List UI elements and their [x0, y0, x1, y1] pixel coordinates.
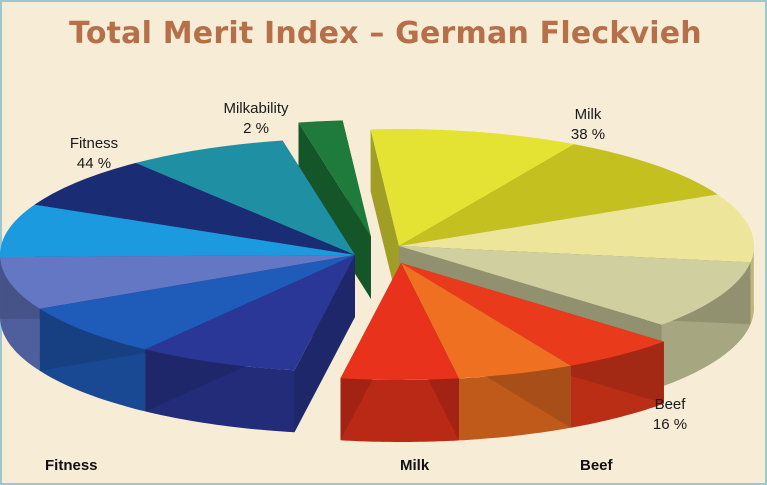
label-beef-value: 16 % — [652, 416, 688, 433]
pie-side-beef — [340, 378, 459, 442]
label-fitness-value: 44 % — [76, 155, 112, 172]
pie-top-fitness — [145, 255, 355, 371]
pie-top-milk — [399, 144, 718, 246]
label-milkability: Milkability 2 % — [206, 99, 306, 139]
pie-side-milk — [750, 242, 754, 325]
pie-top-beef — [401, 263, 664, 366]
pie-slice-fitness-11 — [145, 255, 355, 433]
bottom-label-fitness: Fitness — [45, 457, 98, 474]
label-milkability-name: Milkability — [223, 100, 289, 117]
pie-top-fitness — [135, 140, 355, 255]
label-milkability-value: 2 % — [243, 120, 269, 137]
pie-top-fitness — [39, 255, 356, 350]
label-milk-value: 38 % — [570, 126, 606, 143]
pie-top-milk — [370, 129, 575, 246]
bottom-label-milk: Milk — [400, 457, 430, 474]
pie-top-fitness — [0, 255, 355, 309]
pie-top-fitness — [0, 204, 355, 257]
pie-top-milk — [399, 246, 751, 325]
label-milk-name: Milk — [574, 106, 602, 123]
bottom-label-beef: Beef — [580, 457, 613, 474]
pie-top-beef — [401, 263, 571, 379]
label-milk: Milk 38 % — [548, 105, 628, 145]
label-beef: Beef 16 % — [640, 395, 700, 435]
label-fitness: Fitness 44 % — [54, 134, 134, 174]
label-fitness-name: Fitness — [69, 135, 119, 152]
pie-slice-beef-13 — [340, 263, 459, 442]
pie-top-beef — [340, 263, 459, 380]
pie-cut-face-milk — [370, 129, 399, 308]
pie-top-fitness — [34, 163, 356, 255]
pie-top-milkability — [298, 120, 371, 237]
chart-title: Total Merit Index – German Fleckvieh — [69, 16, 702, 51]
label-beef-name: Beef — [654, 396, 686, 413]
pie-top-milk — [399, 194, 754, 263]
